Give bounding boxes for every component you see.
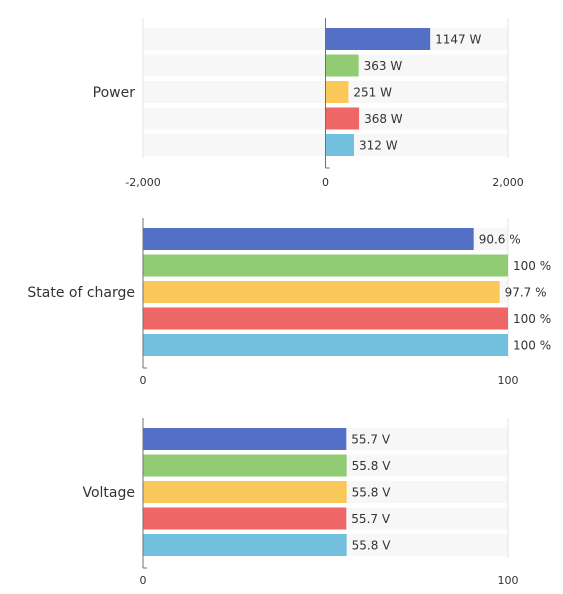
bar-5 (143, 534, 347, 556)
bar-3 (143, 481, 347, 503)
data-label-5: 55.8 V (352, 539, 392, 553)
bar-2 (325, 54, 359, 77)
data-label-1: 1147 W (435, 33, 481, 47)
data-label-5: 100 % (513, 339, 551, 353)
data-label-2: 55.8 V (352, 459, 392, 473)
data-label-4: 55.7 V (351, 512, 391, 526)
category-label: Power (93, 85, 136, 101)
bar-3 (325, 81, 349, 103)
data-label-5: 312 W (359, 139, 398, 153)
bar-4 (325, 107, 360, 130)
tick-label: 0 (140, 374, 147, 387)
tick-label: 100 (498, 574, 519, 587)
bar-3 (143, 281, 500, 303)
data-label-4: 368 W (364, 112, 403, 126)
category-label: Voltage (82, 485, 135, 501)
bar-4 (143, 507, 347, 530)
bar-5 (325, 134, 354, 156)
category-label: State of charge (27, 285, 135, 301)
data-label-3: 97.7 % (505, 286, 547, 300)
bar-2 (143, 454, 347, 477)
bar-4 (143, 307, 508, 330)
data-label-2: 363 W (364, 59, 403, 73)
data-label-1: 90.6 % (479, 233, 521, 247)
data-label-3: 251 W (353, 86, 392, 100)
tick-label: 100 (498, 374, 519, 387)
data-label-2: 100 % (513, 259, 551, 273)
bar-1 (143, 428, 347, 450)
data-label-4: 100 % (513, 312, 551, 326)
data-label-1: 55.7 V (351, 433, 391, 447)
tick-label: 0 (322, 176, 329, 189)
bar-1 (143, 228, 474, 250)
tick-label: 2,000 (492, 176, 524, 189)
tick-label: -2,000 (125, 176, 160, 189)
bar-5 (143, 334, 508, 356)
bar-2 (143, 254, 508, 277)
bar-1 (325, 28, 431, 50)
data-label-3: 55.8 V (352, 486, 392, 500)
tick-label: 0 (140, 574, 147, 587)
